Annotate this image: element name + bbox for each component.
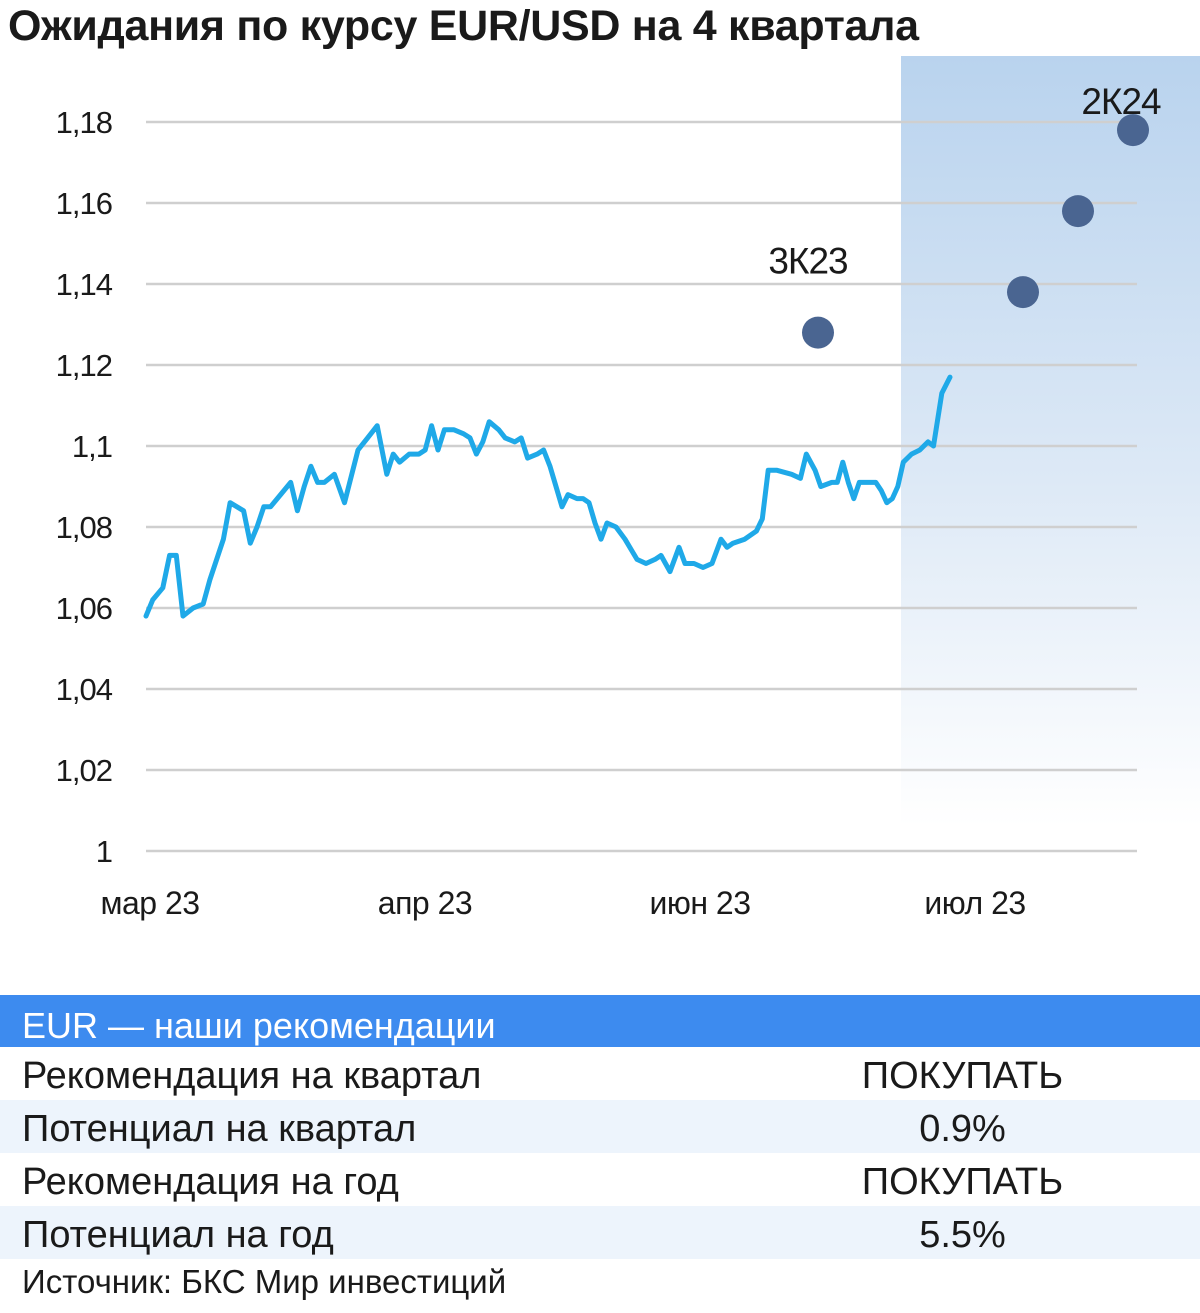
y-tick-label: 1,1	[72, 429, 112, 464]
row-value: 0.9%	[919, 1108, 1006, 1150]
forecast-point	[802, 316, 834, 349]
row-label: Потенциал на год	[22, 1214, 334, 1256]
gridlines	[146, 120, 1137, 853]
recommendation-table: EUR — наши рекомендации Рекомендация на …	[0, 995, 1200, 1259]
eurusd-actual-line	[143, 374, 953, 619]
y-tick-label: 1,08	[56, 510, 112, 545]
y-tick-label: 1,18	[56, 105, 112, 140]
y-tick-label: 1	[96, 834, 112, 869]
source-note: Источник: БКС Мир инвестиций	[22, 1263, 507, 1300]
y-axis-ticks: 1 1,02 1,04 1,06 1,08 1,1 1,12 1,14 1,16 1,18	[56, 105, 114, 869]
y-tick-label: 1,14	[56, 267, 113, 302]
y-tick-label: 1,02	[56, 753, 112, 788]
forecast-point	[1007, 276, 1039, 309]
row-label: Рекомендация на квартал	[22, 1055, 482, 1097]
x-tick-label: июн 23	[649, 885, 750, 921]
table-row: Рекомендация на год ПОКУПАТЬ	[0, 1153, 1200, 1206]
row-label: Рекомендация на год	[22, 1161, 399, 1203]
chart-title: Ожидания по курсу EUR/USD на 4 квартала	[8, 2, 919, 50]
forecast-label: 3К23	[768, 241, 847, 282]
row-value: ПОКУПАТЬ	[861, 1161, 1064, 1203]
forecast-point	[1062, 195, 1094, 228]
y-tick-label: 1,06	[56, 591, 112, 626]
table-row: Потенциал на год 5.5%	[0, 1206, 1200, 1259]
x-axis-ticks: мар 23 апр 23 июн 23 июл 23	[100, 885, 1026, 921]
forecast-band	[901, 56, 1200, 826]
table-row: Потенциал на квартал 0.9%	[0, 1100, 1200, 1153]
x-tick-label: июл 23	[924, 885, 1025, 921]
forecast-label: 2К24	[1081, 81, 1161, 122]
x-tick-label: апр 23	[378, 885, 472, 921]
forecast-point	[1117, 114, 1149, 147]
forecast-points: 3К23 2К24	[768, 81, 1162, 349]
y-tick-label: 1,12	[56, 348, 112, 383]
y-tick-label: 1,16	[56, 186, 112, 221]
eurusd-chart: 1 1,02 1,04 1,06 1,08 1,1 1,12 1,14 1,16 1,18 мар…	[56, 56, 1200, 921]
x-tick-label: мар 23	[100, 885, 199, 921]
y-tick-label: 1,04	[56, 672, 113, 707]
table-row: Рекомендация на квартал ПОКУПАТЬ	[0, 1047, 1200, 1100]
row-value: 5.5%	[919, 1214, 1006, 1256]
row-label: Потенциал на квартал	[22, 1108, 417, 1150]
table-header: EUR — наши рекомендации	[0, 995, 1200, 1047]
row-value: ПОКУПАТЬ	[861, 1055, 1064, 1097]
